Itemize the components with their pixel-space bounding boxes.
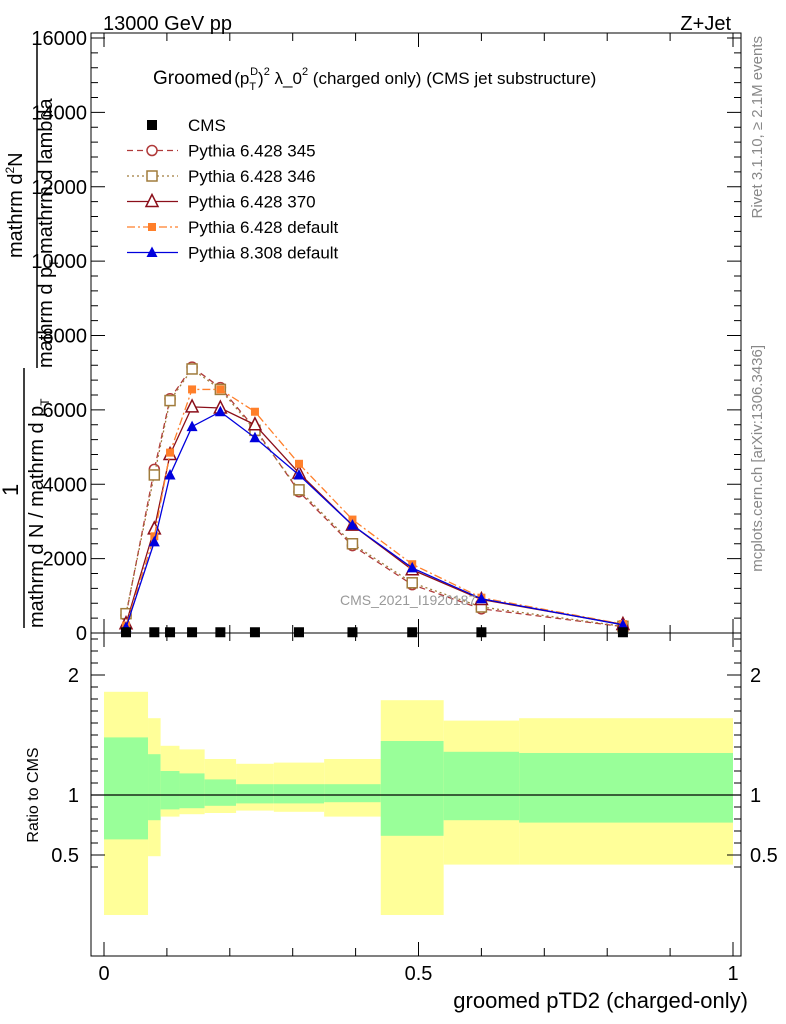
legend-label: Pythia 6.428 default <box>188 218 339 237</box>
analysis-watermark: CMS_2021_I1920187 <box>340 592 476 608</box>
svg-text:mathrm d pT mathrm d lambda: mathrm d pT mathrm d lambda <box>35 97 61 368</box>
ratio-inner-band <box>519 753 733 823</box>
ratio-y-tick-label: 0.5 <box>51 845 79 867</box>
series-point-2 <box>346 538 359 550</box>
ratio-y-label: Ratio to CMS <box>25 747 42 842</box>
ratio-inner-band <box>380 741 444 836</box>
legend-label: Pythia 6.428 346 <box>188 167 316 186</box>
legend-marker <box>146 170 158 182</box>
series-point-0 <box>617 627 628 638</box>
ratio-y-tick-label: 1 <box>68 785 79 807</box>
series-point-5 <box>164 468 176 480</box>
ratio-panel: 0 0.5 1 0.5 0.51 12 2 Ratio to CMS groomed pT… <box>25 632 778 1013</box>
series-line-2 <box>125 368 624 627</box>
series-point-5 <box>148 535 160 547</box>
ratio-y-tick-label-right: 0.5 <box>750 845 778 867</box>
ratio-inner-band <box>104 737 149 840</box>
ratio-x-ticks: 0 0.5 1 <box>98 633 739 985</box>
legend-label: Pythia 8.308 default <box>188 244 339 263</box>
series-point-5 <box>617 618 629 630</box>
series-point-0 <box>347 627 358 638</box>
series-point-5 <box>186 420 198 432</box>
legend-marker <box>146 246 158 257</box>
legend: CMS Pythia 6.428 345 Pythia 6.428 346 Pythi… <box>127 116 339 263</box>
svg-text:mathrm d N / mathrm d pT: mathrm d N / mathrm d pT <box>26 398 52 628</box>
ratio-inner-band <box>160 771 180 810</box>
series-point-5 <box>475 592 487 604</box>
main-x-ticks <box>103 33 734 633</box>
ratio-inner-band <box>179 773 205 809</box>
series-line-1 <box>125 366 624 628</box>
legend-label: Pythia 6.428 345 <box>188 142 316 161</box>
x-tick-label: 0.5 <box>405 963 433 985</box>
series-point-0 <box>149 627 160 638</box>
series-point-3 <box>247 416 263 431</box>
series-point-4 <box>216 385 225 394</box>
series-point-5 <box>346 519 358 530</box>
legend-marker <box>148 223 156 231</box>
series-point-4 <box>294 459 303 468</box>
series-point-0 <box>407 627 418 638</box>
y-tick-label: 10000 <box>31 251 87 273</box>
series-point-2 <box>406 577 418 589</box>
ratio-y-tick-label-right: 1 <box>750 785 761 807</box>
series-point-0 <box>249 627 260 638</box>
ratio-inner-band <box>236 784 274 804</box>
y-tick-label: 6000 <box>43 400 88 422</box>
series-point-2 <box>186 363 198 375</box>
x-tick-label: 0 <box>98 963 109 985</box>
series-point-0 <box>187 627 198 638</box>
series-line-4 <box>125 388 624 626</box>
ratio-inner-band <box>273 784 325 804</box>
legend-label: Pythia 6.428 370 <box>188 193 316 212</box>
ratio-y-tick-label-right: 2 <box>750 665 761 687</box>
series-point-5 <box>214 405 226 417</box>
legend-marker <box>147 120 157 130</box>
ratio-inner-band <box>148 754 161 821</box>
series-point-4 <box>250 407 259 416</box>
ratio-inner-band <box>324 784 381 803</box>
mcplots-label: mcplots.cern.ch [arXiv:1306.3436] <box>749 345 766 572</box>
series-point-2 <box>164 394 176 407</box>
ratio-y-ticks: 0.5 0.5 1 1 2 2 <box>51 638 778 868</box>
legend-marker <box>144 192 160 208</box>
series-point-5 <box>406 561 418 573</box>
x-tick-label: 1 <box>727 963 738 985</box>
ratio-inner-band <box>204 779 237 806</box>
legend-label: CMS <box>188 116 226 135</box>
main-y-label: mathrm d2N mathrm d pT mathrm d lambda 1… <box>0 40 61 628</box>
y-tick-label: 16000 <box>31 28 87 50</box>
series-point-0 <box>215 627 226 638</box>
series-point-2 <box>148 469 161 481</box>
series-point-2 <box>293 484 305 496</box>
main-curves <box>118 361 631 638</box>
process-label: Z+Jet <box>680 13 731 35</box>
ratio-bands <box>91 691 741 915</box>
y-tick-label: 2000 <box>43 549 88 571</box>
series-point-0 <box>165 627 176 638</box>
svg-text:mathrm d2N: mathrm d2N <box>3 152 27 258</box>
chart-title: Groomed (pTD)2 λ_02 (charged only) (CMS j… <box>153 66 596 93</box>
series-point-3 <box>184 398 200 413</box>
series-point-4 <box>188 385 197 394</box>
legend-marker <box>146 144 158 157</box>
energy-label: 13000 GeV pp <box>103 13 232 35</box>
series-point-4 <box>166 448 175 457</box>
y-tick-label: 12000 <box>31 177 87 199</box>
y-tick-label: 14000 <box>31 102 87 124</box>
ratio-y-tick-label: 2 <box>68 665 79 687</box>
y-tick-label: 8000 <box>43 326 88 348</box>
rivet-label: Rivet 3.1.10, ≥ 2.1M events <box>749 36 766 219</box>
svg-text:1: 1 <box>0 484 23 496</box>
ratio-inner-band <box>443 751 520 821</box>
y-tick-label: 4000 <box>43 474 88 496</box>
main-panel: 0 2000 4000 6000 8000 10000 12000 14000 16000 Gr… <box>0 28 742 645</box>
series-point-0 <box>293 627 304 638</box>
series-point-5 <box>249 431 261 443</box>
series-point-0 <box>121 627 132 638</box>
y-tick-label: 0 <box>76 623 87 645</box>
x-axis-label: groomed pTD2 (charged-only) <box>453 988 748 1013</box>
series-point-5 <box>293 468 305 480</box>
